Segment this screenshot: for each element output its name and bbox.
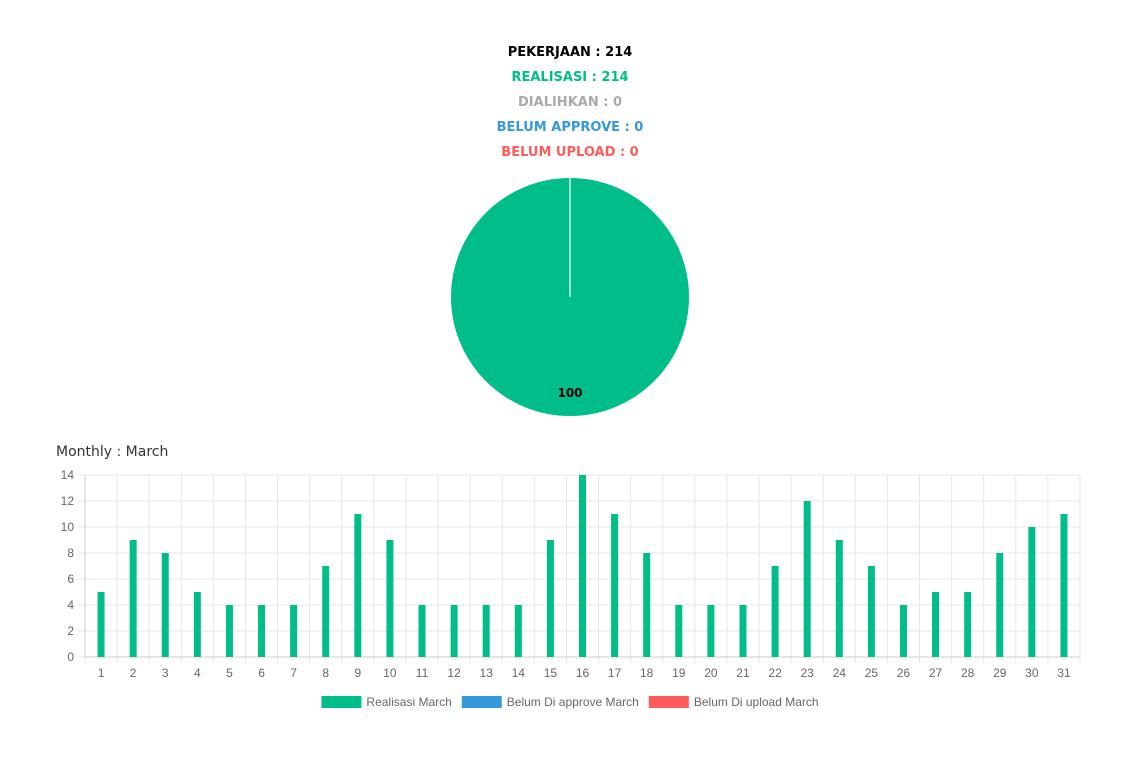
- pie-data-label: 100: [557, 386, 582, 400]
- bar-realisasi-march-26[interactable]: [899, 605, 907, 657]
- x-tick-label: 25: [865, 666, 879, 680]
- x-tick-label: 6: [258, 666, 265, 680]
- bar-realisasi-march-29[interactable]: [996, 553, 1004, 657]
- x-tick-label: 28: [961, 666, 975, 680]
- bar-realisasi-march-30[interactable]: [1028, 527, 1036, 657]
- legend-label-realisasi-march[interactable]: Realisasi March: [366, 695, 451, 709]
- y-tick-label: 14: [61, 468, 75, 482]
- belum-approve-count: BELUM APPROVE : 0: [496, 120, 644, 135]
- x-tick-label: 15: [544, 666, 558, 680]
- x-tick-label: 5: [226, 666, 233, 680]
- y-tick-label: 10: [61, 520, 75, 534]
- bar-realisasi-march-27[interactable]: [932, 592, 940, 657]
- bar-realisasi-march-12[interactable]: [450, 605, 458, 657]
- x-tick-label: 10: [383, 666, 397, 680]
- x-tick-label: 1: [98, 666, 105, 680]
- pie-chart: 100: [451, 178, 689, 416]
- x-tick-label: 14: [512, 666, 526, 680]
- bar-realisasi-march-10[interactable]: [386, 540, 394, 657]
- x-tick-label: 20: [704, 666, 718, 680]
- bar-realisasi-march-25[interactable]: [867, 566, 875, 657]
- x-tick-label: 21: [736, 666, 750, 680]
- x-tick-label: 19: [672, 666, 686, 680]
- bar-realisasi-march-31[interactable]: [1060, 514, 1068, 657]
- x-tick-label: 26: [897, 666, 911, 680]
- y-tick-label: 6: [67, 572, 74, 586]
- legend-label-belum-di-approve-march[interactable]: Belum Di approve March: [507, 695, 639, 709]
- x-tick-label: 18: [640, 666, 654, 680]
- bar-realisasi-march-1[interactable]: [97, 592, 105, 657]
- bar-realisasi-march-6[interactable]: [258, 605, 266, 657]
- x-tick-label: 24: [833, 666, 847, 680]
- y-tick-label: 12: [61, 494, 75, 508]
- x-tick-label: 31: [1057, 666, 1071, 680]
- y-tick-label: 4: [67, 598, 74, 612]
- bar-realisasi-march-2[interactable]: [129, 540, 137, 657]
- bar-realisasi-march-14[interactable]: [514, 605, 522, 657]
- bar-realisasi-march-24[interactable]: [835, 540, 843, 657]
- x-tick-label: 7: [290, 666, 297, 680]
- bar-realisasi-march-22[interactable]: [771, 566, 779, 657]
- x-tick-label: 3: [162, 666, 169, 680]
- bar-realisasi-march-16[interactable]: [579, 475, 586, 657]
- bar-realisasi-march-4[interactable]: [193, 592, 201, 657]
- x-tick-label: 29: [993, 666, 1007, 680]
- x-tick-label: 17: [608, 666, 622, 680]
- bar-realisasi-march-7[interactable]: [290, 605, 298, 657]
- bar-realisasi-march-9[interactable]: [354, 514, 362, 657]
- dialihkan-count: DIALIHKAN : 0: [518, 95, 622, 110]
- x-tick-label: 2: [130, 666, 137, 680]
- bar-realisasi-march-13[interactable]: [482, 605, 490, 657]
- bar-realisasi-march-21[interactable]: [739, 605, 747, 657]
- bar-realisasi-march-23[interactable]: [803, 501, 811, 657]
- bar-realisasi-march-17[interactable]: [611, 514, 619, 657]
- bar-realisasi-march-3[interactable]: [161, 553, 169, 657]
- bar-realisasi-march-28[interactable]: [964, 592, 972, 657]
- x-tick-label: 9: [354, 666, 361, 680]
- summary-panel: PEKERJAAN : 214 REALISASI : 214 DIALIHKA…: [0, 44, 1140, 169]
- legend-swatch-realisasi-march[interactable]: [321, 696, 362, 708]
- y-tick-label: 2: [67, 624, 74, 638]
- x-tick-label: 22: [768, 666, 782, 680]
- pekerjaan-count: PEKERJAAN : 214: [507, 45, 633, 60]
- belum-upload-count: BELUM UPLOAD : 0: [501, 145, 639, 160]
- x-tick-label: 27: [929, 666, 943, 680]
- y-tick-label: 8: [67, 546, 74, 560]
- bar-realisasi-march-5[interactable]: [225, 605, 233, 657]
- bar-realisasi-march-8[interactable]: [322, 566, 330, 657]
- x-tick-label: 8: [322, 666, 329, 680]
- bar-realisasi-march-20[interactable]: [707, 605, 715, 657]
- x-tick-label: 30: [1025, 666, 1039, 680]
- legend-label-belum-di-upload-march[interactable]: Belum Di upload March: [694, 695, 819, 709]
- x-tick-label: 23: [800, 666, 814, 680]
- x-tick-label: 16: [576, 666, 590, 680]
- bar-realisasi-march-11[interactable]: [418, 605, 426, 657]
- x-tick-label: 4: [194, 666, 201, 680]
- bar-realisasi-march-18[interactable]: [643, 553, 651, 657]
- x-tick-label: 11: [416, 666, 429, 680]
- monthly-chart-title: Monthly : March: [56, 444, 169, 460]
- x-tick-label: 13: [480, 666, 494, 680]
- y-tick-label: 0: [67, 650, 74, 664]
- bar-realisasi-march-19[interactable]: [675, 605, 683, 657]
- legend-swatch-belum-di-upload-march[interactable]: [648, 696, 689, 708]
- x-tick-label: 12: [447, 666, 461, 680]
- legend-swatch-belum-di-approve-march[interactable]: [461, 696, 502, 708]
- bar-realisasi-march-15[interactable]: [546, 540, 554, 657]
- realisasi-count: REALISASI : 214: [511, 70, 629, 85]
